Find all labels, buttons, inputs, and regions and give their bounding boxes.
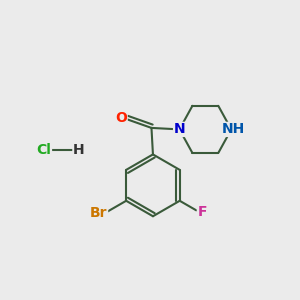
Text: Br: Br bbox=[90, 206, 108, 220]
Text: NH: NH bbox=[222, 122, 245, 136]
Text: O: O bbox=[115, 111, 127, 124]
Text: Cl: Cl bbox=[37, 143, 51, 157]
Text: F: F bbox=[197, 205, 207, 219]
Text: H: H bbox=[73, 143, 85, 157]
Text: N: N bbox=[174, 122, 185, 136]
